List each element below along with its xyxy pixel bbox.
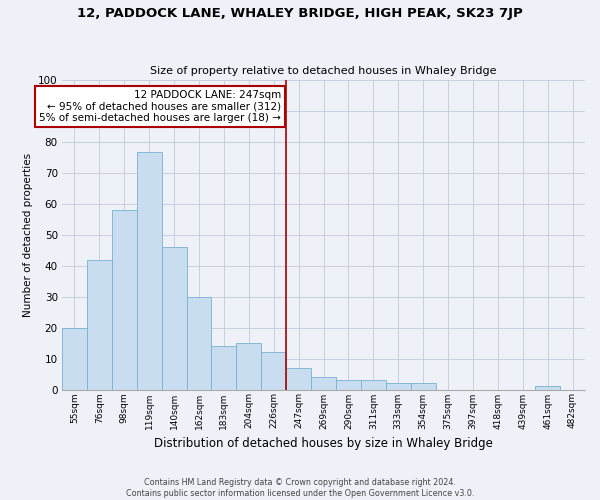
Bar [535, 386, 560, 390]
Bar [137, 152, 161, 390]
Bar [361, 380, 386, 390]
Bar [112, 210, 137, 390]
Bar [211, 346, 236, 390]
Bar [261, 352, 286, 390]
Bar [336, 380, 361, 390]
Bar [62, 328, 87, 390]
Bar [386, 384, 410, 390]
Bar [311, 377, 336, 390]
Text: Contains HM Land Registry data © Crown copyright and database right 2024.
Contai: Contains HM Land Registry data © Crown c… [126, 478, 474, 498]
Bar [187, 297, 211, 390]
Title: Size of property relative to detached houses in Whaley Bridge: Size of property relative to detached ho… [150, 66, 497, 76]
Bar [236, 343, 261, 390]
Text: 12 PADDOCK LANE: 247sqm
← 95% of detached houses are smaller (312)
5% of semi-de: 12 PADDOCK LANE: 247sqm ← 95% of detache… [39, 90, 281, 123]
Bar [87, 260, 112, 390]
Bar [161, 248, 187, 390]
Bar [286, 368, 311, 390]
X-axis label: Distribution of detached houses by size in Whaley Bridge: Distribution of detached houses by size … [154, 437, 493, 450]
Text: 12, PADDOCK LANE, WHALEY BRIDGE, HIGH PEAK, SK23 7JP: 12, PADDOCK LANE, WHALEY BRIDGE, HIGH PE… [77, 8, 523, 20]
Bar [410, 384, 436, 390]
Y-axis label: Number of detached properties: Number of detached properties [23, 153, 32, 317]
